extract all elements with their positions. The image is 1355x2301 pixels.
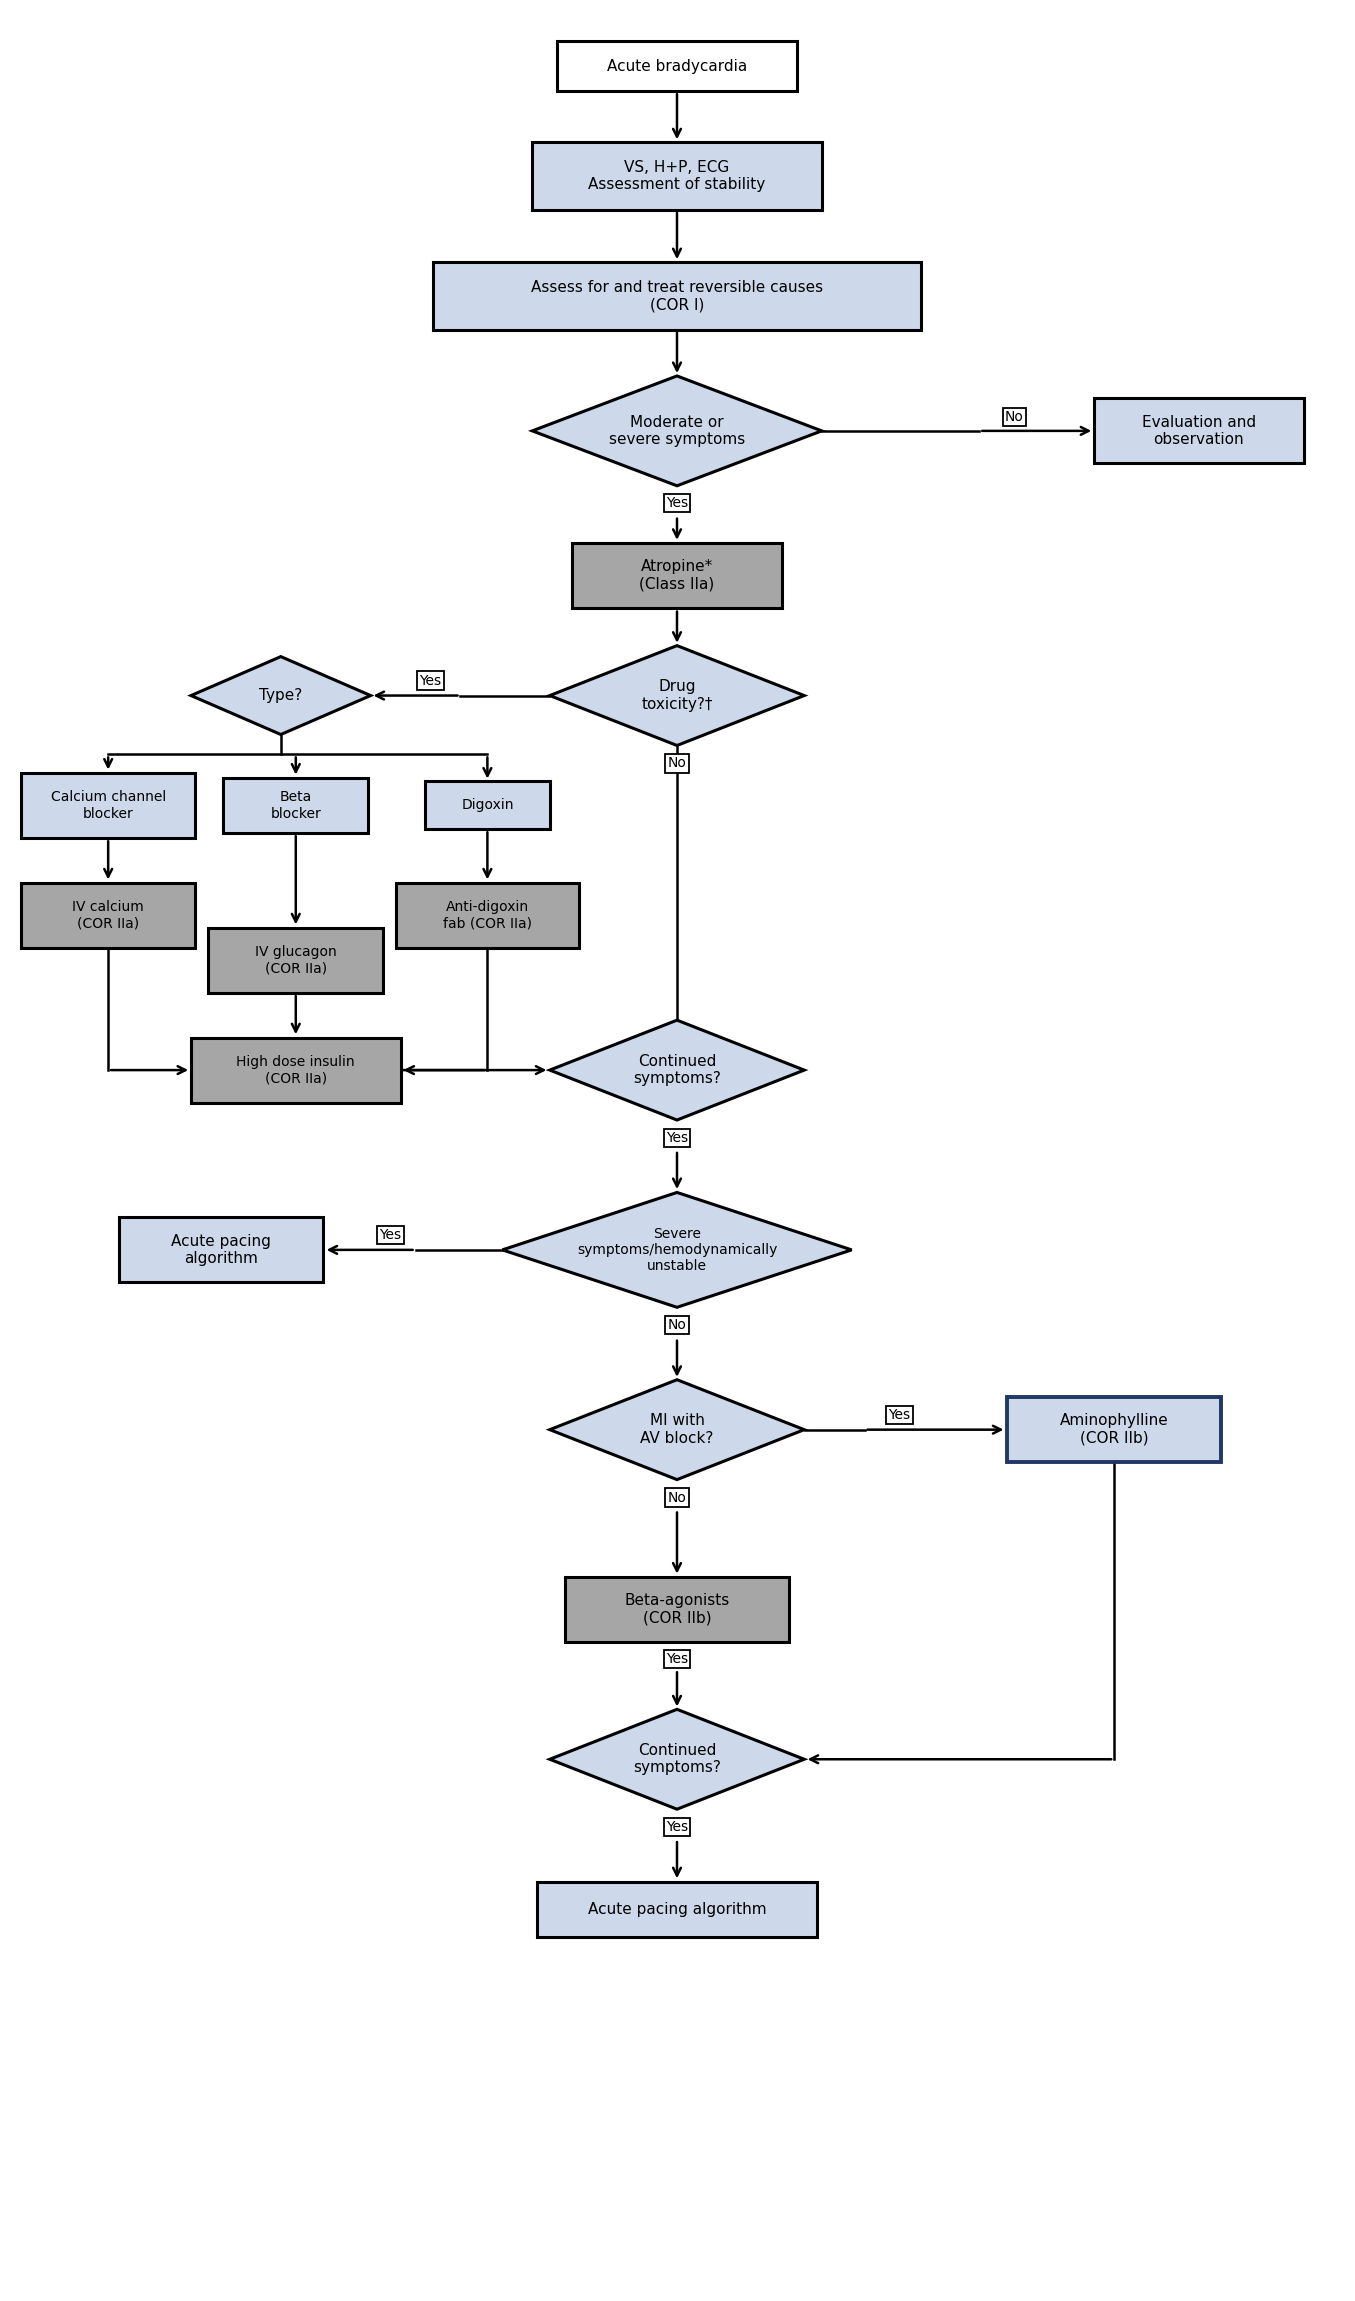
Polygon shape	[550, 1381, 805, 1480]
Text: Digoxin: Digoxin	[461, 798, 514, 812]
FancyBboxPatch shape	[425, 782, 550, 828]
Text: Acute pacing
algorithm: Acute pacing algorithm	[171, 1233, 271, 1266]
Text: Type?: Type?	[259, 688, 302, 704]
FancyBboxPatch shape	[20, 773, 195, 838]
Text: High dose insulin
(COR IIa): High dose insulin (COR IIa)	[237, 1054, 355, 1086]
Polygon shape	[550, 647, 805, 746]
FancyBboxPatch shape	[565, 1576, 789, 1643]
FancyBboxPatch shape	[20, 884, 195, 948]
FancyBboxPatch shape	[557, 41, 797, 92]
Polygon shape	[503, 1192, 852, 1307]
Text: Atropine*
(Class IIa): Atropine* (Class IIa)	[640, 559, 714, 591]
Polygon shape	[550, 1710, 805, 1809]
Text: Yes: Yes	[665, 1652, 688, 1666]
Text: Beta-agonists
(COR IIb): Beta-agonists (COR IIb)	[625, 1592, 729, 1625]
Text: Continued
symptoms?: Continued symptoms?	[633, 1744, 721, 1776]
Text: Beta
blocker: Beta blocker	[271, 789, 321, 821]
Text: Yes: Yes	[665, 1132, 688, 1146]
Text: Acute bradycardia: Acute bradycardia	[607, 60, 747, 74]
Text: Yes: Yes	[665, 495, 688, 511]
Text: Continued
symptoms?: Continued symptoms?	[633, 1054, 721, 1086]
FancyBboxPatch shape	[538, 1882, 817, 1937]
Text: Severe
symptoms/hemodynamically
unstable: Severe symptoms/hemodynamically unstable	[577, 1226, 778, 1272]
Text: Moderate or
severe symptoms: Moderate or severe symptoms	[608, 414, 745, 446]
Text: Evaluation and
observation: Evaluation and observation	[1142, 414, 1256, 446]
FancyBboxPatch shape	[119, 1217, 324, 1282]
Text: VS, H+P, ECG
Assessment of stability: VS, H+P, ECG Assessment of stability	[588, 161, 766, 193]
Text: Anti-digoxin
fab (COR IIa): Anti-digoxin fab (COR IIa)	[443, 900, 533, 930]
Text: No: No	[668, 1318, 687, 1332]
Polygon shape	[550, 1019, 805, 1121]
Text: Yes: Yes	[379, 1229, 401, 1243]
Text: IV calcium
(COR IIa): IV calcium (COR IIa)	[72, 900, 144, 930]
FancyBboxPatch shape	[572, 543, 782, 607]
Text: Yes: Yes	[665, 1820, 688, 1834]
FancyBboxPatch shape	[1093, 398, 1304, 463]
FancyBboxPatch shape	[1007, 1397, 1221, 1461]
Text: Yes: Yes	[420, 674, 442, 688]
FancyBboxPatch shape	[191, 1038, 401, 1102]
Text: Acute pacing algorithm: Acute pacing algorithm	[588, 1901, 767, 1917]
FancyBboxPatch shape	[396, 884, 579, 948]
Text: No: No	[668, 757, 687, 771]
Text: Aminophylline
(COR IIb): Aminophylline (COR IIb)	[1060, 1413, 1168, 1445]
Text: No: No	[1005, 410, 1024, 423]
Text: No: No	[668, 1491, 687, 1505]
Text: Yes: Yes	[889, 1408, 911, 1422]
Text: MI with
AV block?: MI with AV block?	[641, 1413, 714, 1445]
FancyBboxPatch shape	[209, 927, 383, 992]
Polygon shape	[191, 656, 371, 734]
Text: Drug
toxicity?†: Drug toxicity?†	[641, 679, 713, 711]
Text: IV glucagon
(COR IIa): IV glucagon (COR IIa)	[255, 946, 336, 976]
FancyBboxPatch shape	[533, 143, 821, 209]
Polygon shape	[533, 375, 821, 486]
FancyBboxPatch shape	[224, 778, 369, 833]
FancyBboxPatch shape	[432, 262, 921, 329]
Text: Calcium channel
blocker: Calcium channel blocker	[50, 789, 165, 821]
Text: Assess for and treat reversible causes
(COR I): Assess for and treat reversible causes (…	[531, 281, 822, 313]
